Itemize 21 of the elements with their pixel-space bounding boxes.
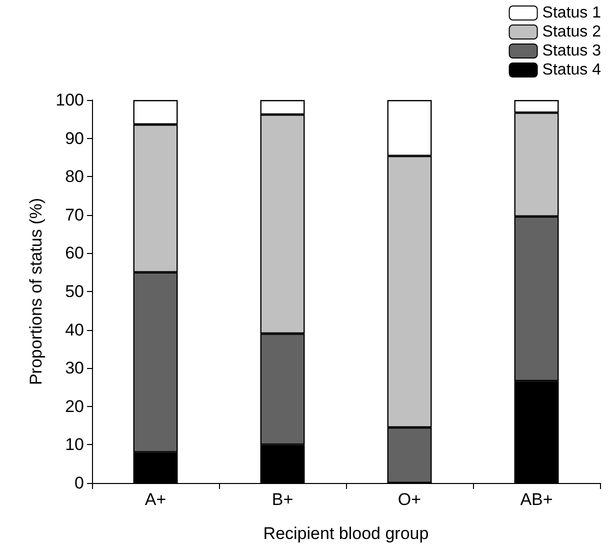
- x-tick-label: AB+: [520, 490, 553, 509]
- y-tick-label: 10: [65, 435, 84, 454]
- legend-label: Status 4: [542, 62, 602, 78]
- x-tick-label: A+: [144, 490, 166, 509]
- legend-label: Status 1: [542, 4, 602, 22]
- y-axis-title: Proportions of status (%): [26, 198, 46, 386]
- y-tick-label: 100: [56, 90, 84, 110]
- y-tick-label: 60: [65, 244, 84, 263]
- legend-label: Status 3: [542, 42, 602, 60]
- y-tick-label: 80: [65, 167, 84, 186]
- y-tick-label: 70: [65, 205, 84, 224]
- y-tick-label: 0: [74, 474, 84, 492]
- y-tick-label: 40: [65, 320, 84, 340]
- x-axis-title: Recipient blood group: [263, 524, 429, 543]
- y-tick-label: 20: [65, 396, 84, 416]
- x-tick-label: O+: [398, 490, 422, 509]
- x-tick-label: B+: [272, 490, 294, 509]
- y-tick-label: 30: [65, 358, 84, 378]
- y-tick-label: 50: [65, 282, 84, 301]
- y-tick-label: 90: [65, 128, 84, 148]
- legend-label: Status 2: [542, 24, 602, 40]
